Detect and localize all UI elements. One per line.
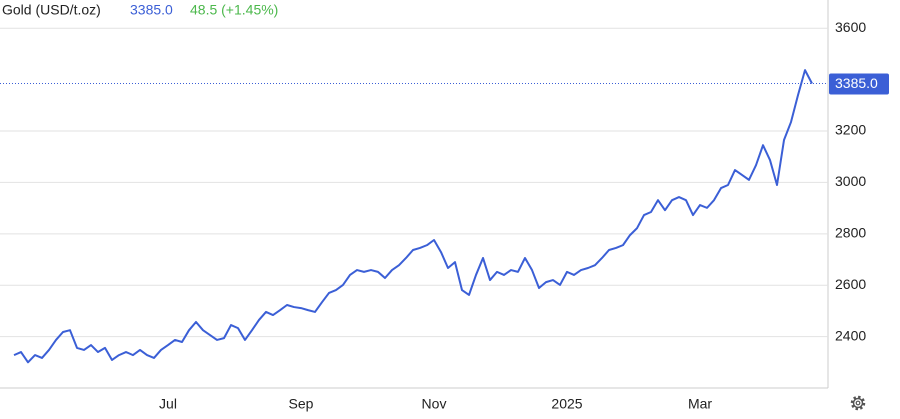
- x-tick-label: Sep: [289, 396, 314, 412]
- y-tick-label: 2800: [835, 225, 866, 241]
- y-tick-label: 2400: [835, 327, 866, 343]
- last-price-box: [829, 73, 889, 95]
- y-tick-label: 3200: [835, 122, 866, 138]
- price-line: [13, 69, 813, 364]
- x-tick-label: Nov: [422, 396, 447, 412]
- change: 48.5 (+1.45%): [190, 2, 278, 18]
- y-tick-label: 2600: [835, 276, 866, 292]
- instrument-name: Gold (USD/t.oz): [2, 2, 101, 18]
- x-tick-label: 2025: [551, 396, 582, 412]
- price: 3385.0: [130, 2, 173, 18]
- y-tick-label: 3600: [835, 19, 866, 35]
- y-tick-label: 3000: [835, 173, 866, 189]
- x-tick-label: Mar: [688, 396, 712, 412]
- last-price-label: 3385.0: [835, 75, 878, 91]
- x-tick-label: Jul: [159, 396, 177, 412]
- settings-button[interactable]: [850, 395, 866, 411]
